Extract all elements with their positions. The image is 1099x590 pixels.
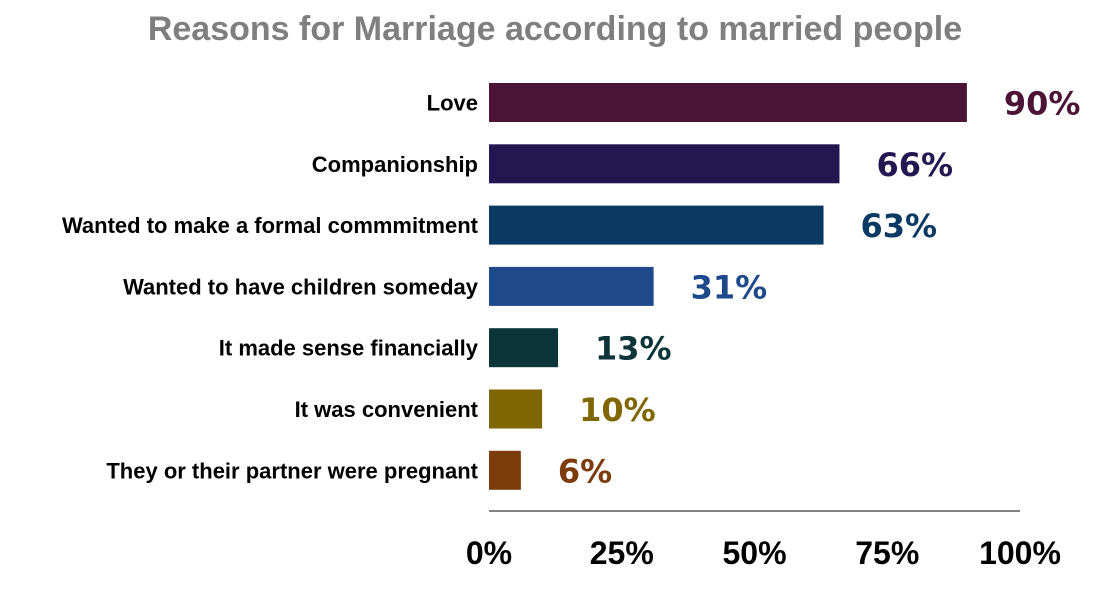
value-labels: 90% 66% 63% 31% 13% 10% 6%	[558, 85, 1081, 491]
x-tick-label-3: 75%	[855, 535, 919, 571]
value-label-0: 90%	[1004, 85, 1081, 123]
bar-4	[489, 328, 559, 368]
chart-title: Reasons for Marriage according to marrie…	[147, 10, 963, 48]
bar-6	[489, 450, 521, 490]
value-label-6: 6%	[558, 452, 612, 490]
value-label-3: 31%	[691, 268, 768, 306]
category-label-0: Love	[427, 91, 478, 116]
value-label-4: 13%	[595, 330, 672, 368]
x-tick-label-4: 100%	[979, 535, 1061, 571]
category-label-2: Wanted to make a formal commmitment	[62, 213, 479, 238]
bar-0	[489, 83, 967, 122]
value-label-1: 66%	[876, 146, 953, 184]
bar-3	[489, 266, 654, 306]
x-tick-label-1: 25%	[590, 535, 654, 571]
x-tick-label-2: 50%	[722, 535, 786, 571]
bars-layer	[489, 83, 967, 490]
category-labels: Love Companionship Wanted to make a formal…	[62, 91, 479, 484]
bar-2	[489, 205, 824, 245]
category-label-6: They or their partner were pregnant	[106, 458, 478, 483]
bar-5	[489, 389, 543, 429]
category-label-1: Companionship	[312, 152, 478, 177]
category-label-4: It made sense financially	[219, 336, 479, 361]
bar-1	[489, 144, 840, 184]
category-label-3: Wanted to have children someday	[123, 274, 479, 299]
value-label-5: 10%	[579, 391, 656, 429]
value-label-2: 63%	[861, 207, 938, 245]
x-axis-tick-labels: 0% 25% 50% 75% 100%	[466, 535, 1061, 571]
x-tick-label-0: 0%	[466, 535, 512, 571]
category-label-5: It was convenient	[295, 397, 479, 422]
